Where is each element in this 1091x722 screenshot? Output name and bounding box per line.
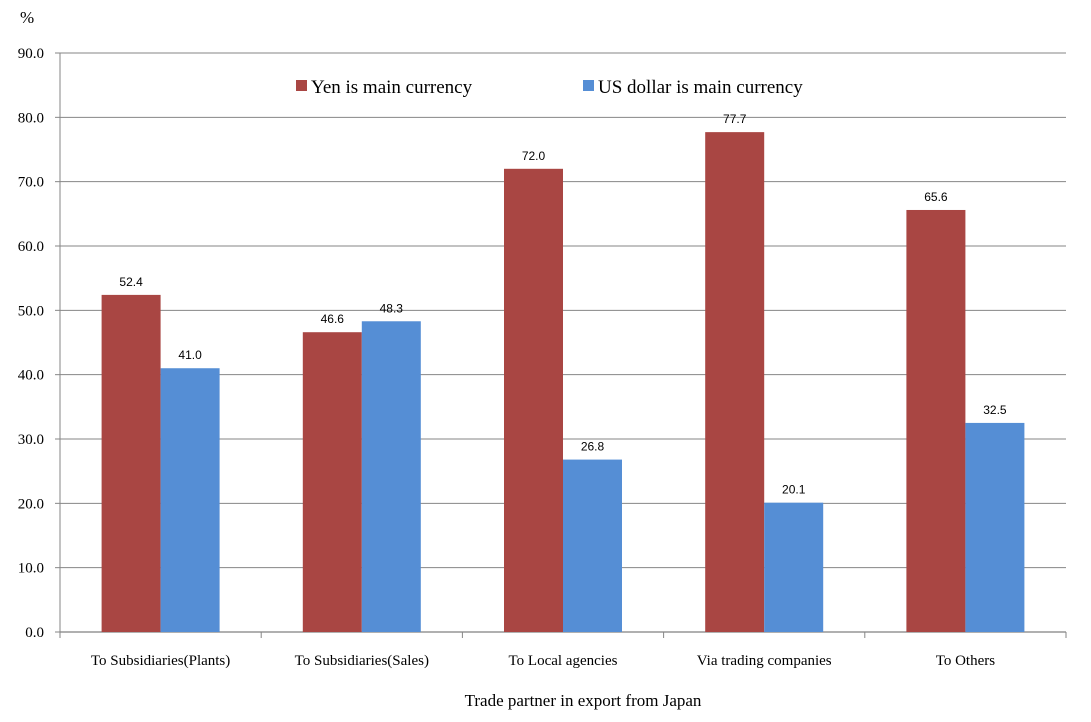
y-tick-label: 90.0: [18, 46, 44, 62]
bar-usd-4: [965, 422, 1025, 632]
x-category-label: To Subsidiaries(Plants): [91, 653, 230, 669]
y-tick-label: 40.0: [18, 368, 44, 384]
data-label: 46.6: [321, 312, 345, 326]
data-labels: 52.4 41.0 46.6 48.3 72.0 26.8 77.7 20.1 65.6 32.5: [119, 112, 1006, 497]
y-tick-label: 80.0: [18, 110, 44, 126]
y-axis-title: %: [20, 8, 34, 27]
data-label: 32.5: [983, 403, 1007, 417]
x-category-label: To Subsidiaries(Sales): [295, 653, 429, 669]
bar-usd-2: [563, 459, 622, 632]
y-tick-label: 20.0: [18, 496, 44, 512]
bars: [101, 132, 1025, 633]
bar-usd-1: [361, 321, 421, 632]
legend: Yen is main currency US dollar is main cu…: [296, 77, 803, 98]
data-label: 65.6: [924, 190, 948, 204]
bar-yen-2: [504, 168, 563, 633]
bar-usd-3: [764, 502, 824, 632]
data-label: 52.4: [119, 275, 143, 289]
y-axis-ticks: 0.0 10.0 20.0 30.0 40.0 50.0 60.0 70.0 80.0 90.0: [18, 46, 44, 641]
data-label: 48.3: [380, 301, 404, 315]
y-tick-label: 0.0: [25, 625, 44, 641]
x-axis-category-labels: To Subsidiaries(Plants) To Subsidiaries(S…: [91, 653, 995, 669]
legend-entry: US dollar is main currency: [598, 77, 803, 98]
y-tick-label: 60.0: [18, 239, 44, 255]
legend-swatch: [583, 80, 594, 91]
y-tick-label: 50.0: [18, 303, 44, 319]
x-axis-title: Trade partner in export from Japan: [465, 691, 702, 710]
x-category-label: Via trading companies: [697, 653, 832, 669]
y-tick-label: 70.0: [18, 175, 44, 191]
data-label: 72.0: [522, 149, 546, 163]
legend-swatch: [296, 80, 307, 91]
data-label: 41.0: [178, 348, 202, 362]
data-label: 26.8: [581, 440, 605, 454]
bar-usd-0: [160, 368, 220, 632]
y-tick-label: 10.0: [18, 561, 44, 577]
bar-yen-4: [906, 209, 966, 632]
bar-yen-3: [705, 132, 765, 632]
legend-entry: Yen is main currency: [311, 77, 473, 98]
bar-yen-0: [101, 294, 161, 632]
y-tick-label: 30.0: [18, 432, 44, 448]
data-label: 77.7: [723, 112, 747, 126]
data-label: 20.1: [782, 483, 806, 497]
bar-yen-1: [302, 332, 362, 632]
x-category-label: To Others: [936, 653, 996, 669]
x-category-label: To Local agencies: [509, 653, 618, 669]
